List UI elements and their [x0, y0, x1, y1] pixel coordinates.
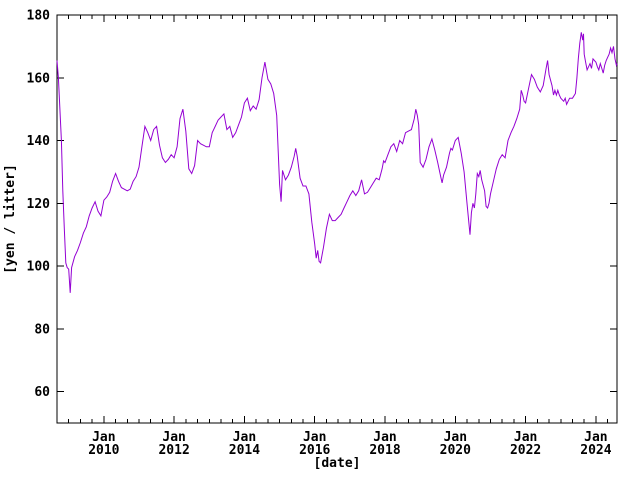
x-tick-label-month: Jan: [444, 430, 467, 445]
y-tick-label: 80: [34, 322, 50, 337]
y-axis-label: [yen / litter]: [3, 164, 18, 274]
x-tick-label-month: Jan: [514, 430, 537, 445]
x-tick-label-year: 2016: [299, 443, 330, 458]
y-tick-label: 160: [27, 71, 51, 86]
x-tick-label-month: Jan: [373, 430, 396, 445]
y-tick-label: 120: [27, 197, 51, 212]
x-tick-label-year: 2020: [440, 443, 471, 458]
y-tick-label: 180: [27, 9, 51, 24]
x-tick-label-month: Jan: [233, 430, 256, 445]
x-axis-label: [date]: [314, 456, 361, 471]
x-tick-label-year: 2010: [88, 443, 119, 458]
x-tick-label-year: 2012: [158, 443, 189, 458]
y-tick-label: 140: [27, 134, 51, 149]
x-tick-label-year: 2022: [510, 443, 541, 458]
price-line: [56, 32, 618, 293]
x-tick-label-year: 2014: [229, 443, 260, 458]
x-tick-label-month: Jan: [584, 430, 607, 445]
x-tick-label-year: 2018: [369, 443, 400, 458]
y-tick-label: 60: [34, 385, 50, 400]
x-tick-label-month: Jan: [303, 430, 326, 445]
y-tick-label: 100: [27, 260, 51, 275]
x-tick-label-month: Jan: [92, 430, 115, 445]
plot-border: [56, 14, 618, 424]
x-tick-label-year: 2024: [580, 443, 611, 458]
x-tick-label-month: Jan: [162, 430, 185, 445]
